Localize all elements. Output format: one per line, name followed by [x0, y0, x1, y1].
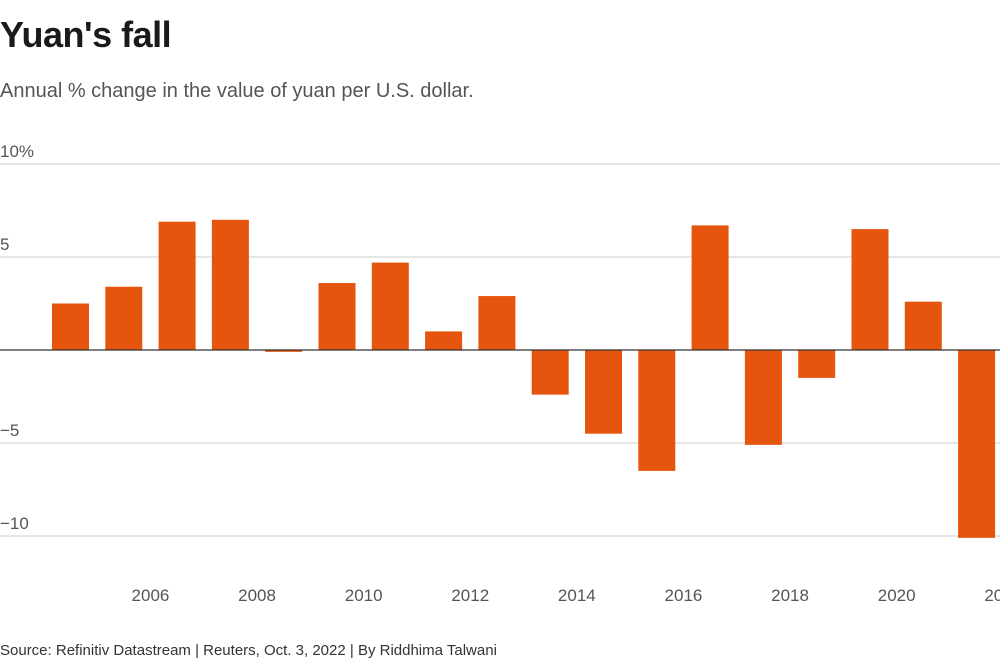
x-tick-label: 2012	[451, 586, 489, 605]
bar	[851, 229, 889, 350]
bar	[798, 350, 836, 378]
x-tick-label: 2022	[984, 586, 1000, 605]
y-tick-label: −5	[0, 421, 19, 440]
source-note: Source: Refinitiv Datastream | Reuters, …	[0, 642, 497, 659]
x-tick-label: 2018	[771, 586, 809, 605]
bar	[744, 350, 782, 445]
bar	[265, 350, 303, 352]
bar	[958, 350, 996, 538]
bar	[371, 262, 409, 350]
bar	[531, 350, 569, 395]
x-tick-label: 2020	[878, 586, 916, 605]
bar	[425, 331, 463, 350]
bar	[478, 296, 516, 350]
bar	[318, 283, 356, 350]
x-axis-labels: 2006 2008 2010 2012 2014 2016 2018 2020 2022	[132, 586, 1000, 605]
y-tick-label: −10	[0, 514, 29, 533]
x-tick-label: 2014	[558, 586, 596, 605]
chart-title: Yuan's fall	[0, 14, 172, 55]
bar	[158, 221, 196, 350]
bar	[52, 303, 89, 350]
bar	[585, 350, 622, 434]
x-tick-label: 2010	[345, 586, 383, 605]
x-tick-label: 2008	[238, 586, 276, 605]
bar	[904, 301, 942, 350]
bar	[638, 350, 676, 471]
chart-subtitle: Annual % change in the value of yuan per…	[0, 80, 474, 102]
bar	[211, 219, 249, 350]
x-tick-label: 2006	[132, 586, 170, 605]
bar	[105, 286, 143, 350]
bars	[52, 219, 996, 538]
x-tick-label: 2016	[665, 586, 703, 605]
bar-chart: 10%5−5−10 2006 2008 2010 2012 2014 2016 2018 20…	[0, 142, 1000, 605]
bar	[691, 225, 729, 350]
y-axis-labels: 10% 5 −5 −10	[0, 142, 34, 533]
y-tick-label: 5	[0, 235, 9, 254]
y-tick-label: 10%	[0, 142, 34, 161]
